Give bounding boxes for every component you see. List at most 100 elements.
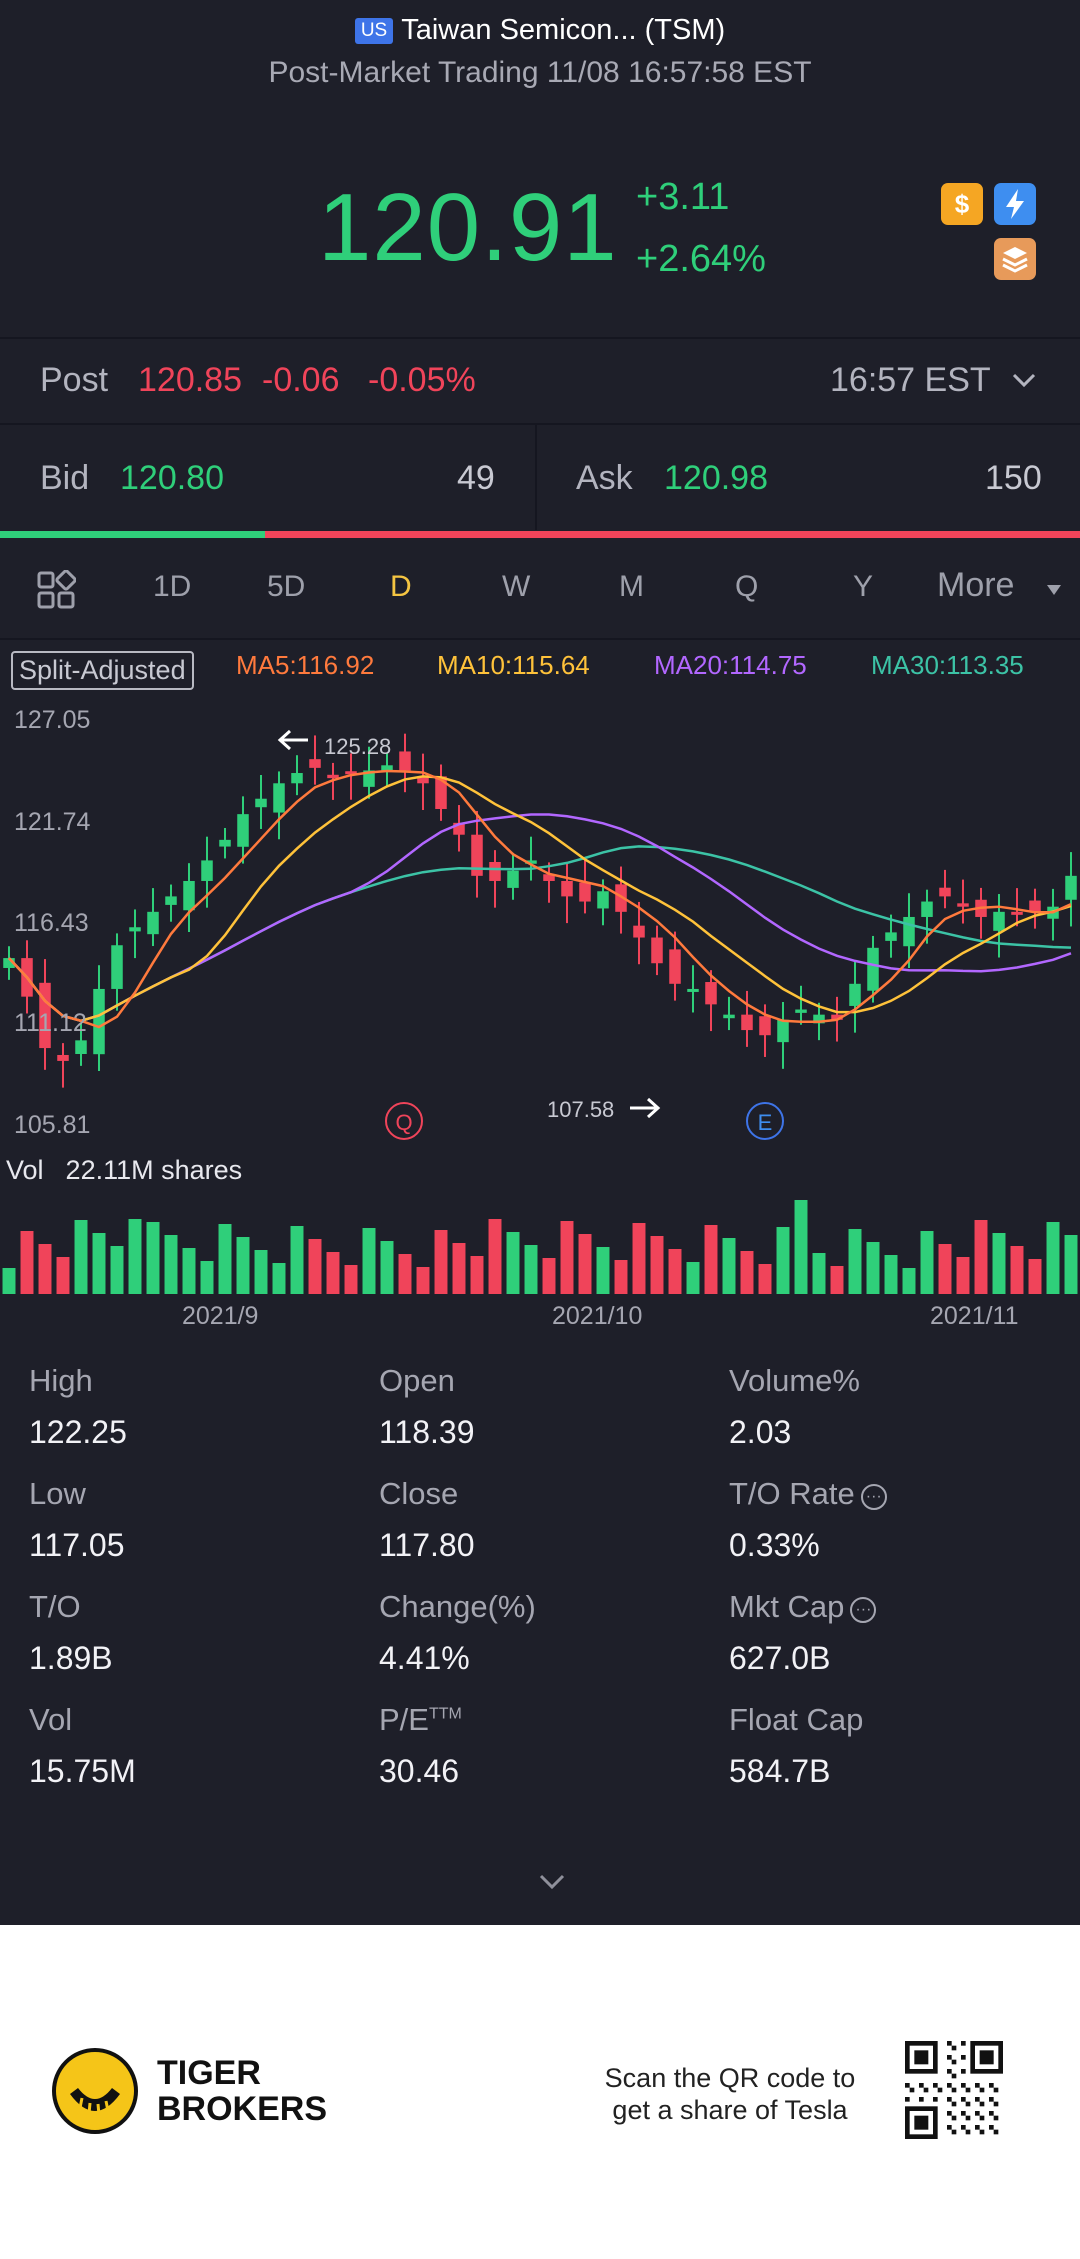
grid-icon[interactable]: [36, 570, 76, 610]
expand-chevron-icon[interactable]: [537, 1872, 567, 1892]
stock-name: Taiwan Semicon... (TSM): [401, 14, 726, 46]
candle-body: [615, 884, 627, 912]
stat-low-value: 117.05: [29, 1527, 125, 1563]
volume-bar: [668, 1249, 682, 1294]
ask-label: Ask: [576, 459, 633, 497]
qr-code-icon: [905, 2041, 1003, 2139]
earnings-quarter-marker[interactable]: Q: [385, 1102, 423, 1140]
candle-body: [453, 822, 465, 835]
ma10-line: [8, 775, 1072, 1023]
candlestick-chart[interactable]: [0, 690, 1080, 1160]
candle-body: [291, 773, 303, 784]
volume-bar: [578, 1234, 592, 1294]
volume-bar: [92, 1233, 106, 1294]
volume-bar: [758, 1264, 772, 1294]
tab-q[interactable]: Q: [735, 570, 759, 603]
chevron-down-icon[interactable]: [1010, 370, 1038, 390]
volume-bar: [938, 1244, 952, 1294]
volume-bar: [884, 1255, 898, 1294]
tab-d[interactable]: D: [390, 570, 412, 603]
volume-bar: [902, 1268, 916, 1294]
candle-body: [921, 901, 933, 917]
candle-body: [831, 1014, 843, 1020]
price-change: +3.11: [636, 176, 730, 218]
market-badge: US: [354, 18, 394, 44]
volume-bar: [308, 1239, 322, 1294]
low-annotation: 107.58: [547, 1097, 615, 1122]
candle-body: [525, 860, 537, 864]
candle-body: [759, 1016, 771, 1036]
volume-bar: [398, 1254, 412, 1294]
volume-bar: [416, 1267, 430, 1294]
volume-bar: [920, 1231, 934, 1294]
volume-bar: [146, 1222, 160, 1294]
candle-body: [201, 860, 213, 881]
event-marker[interactable]: E: [746, 1102, 784, 1140]
tab-5d[interactable]: 5D: [267, 570, 306, 603]
stat-change-label: Change(%): [379, 1589, 536, 1624]
volume-bar: [1046, 1222, 1060, 1294]
promo-footer: TIGER BROKERS Scan the QR code to get a …: [0, 1925, 1080, 2259]
more-info-icon[interactable]: ···: [860, 1484, 887, 1510]
y-axis-label-bottom: 105.81: [14, 1111, 91, 1139]
candle-body: [543, 874, 555, 881]
post-time[interactable]: 16:57 EST: [830, 361, 991, 399]
bid-ask-ratio-bar: [0, 531, 1080, 538]
bid-ask-divider: [535, 424, 537, 530]
dollar-icon[interactable]: $: [941, 183, 983, 225]
volume-bar: [290, 1226, 304, 1294]
post-price: 120.85: [138, 361, 242, 399]
candle-body: [309, 759, 321, 768]
volume-bar: [992, 1233, 1006, 1294]
volume-value: 22.11M shares: [65, 1155, 243, 1185]
tab-1d[interactable]: 1D: [153, 570, 192, 603]
tab-y[interactable]: Y: [853, 570, 874, 603]
caret-down-icon[interactable]: [1045, 583, 1063, 597]
volume-bar: [1064, 1235, 1078, 1294]
lightning-icon[interactable]: [994, 183, 1036, 225]
volume-bar: [452, 1243, 466, 1294]
volume-chart: [2, 1200, 1078, 1294]
volume-bar: [164, 1235, 178, 1294]
split-adjusted-toggle[interactable]: Split-Adjusted: [11, 651, 194, 690]
candle-body: [813, 1014, 825, 1024]
layers-icon[interactable]: [994, 238, 1036, 280]
candle-body: [687, 988, 699, 992]
candle-body: [147, 911, 159, 935]
stat-open-value: 118.39: [379, 1414, 475, 1450]
ma20-value: MA20:114.75: [654, 650, 807, 680]
candle-body: [75, 1040, 87, 1054]
candle-body: [741, 1014, 753, 1031]
candle-body: [435, 776, 447, 809]
tab-more[interactable]: More: [937, 566, 1015, 604]
volume-bar: [110, 1246, 124, 1294]
tab-m[interactable]: M: [619, 570, 644, 603]
volume-bar: [128, 1219, 142, 1294]
candle-body: [795, 1009, 807, 1013]
volume-bar: [596, 1247, 610, 1294]
volume-bar: [488, 1219, 502, 1294]
stat-pe-value: 30.46: [379, 1753, 460, 1789]
stat-pe-label: P/ETTM: [379, 1702, 462, 1737]
volume-bar: [344, 1265, 358, 1294]
divider: [0, 638, 1080, 640]
volume-bar: [632, 1223, 646, 1294]
stat-close-value: 117.80: [379, 1527, 475, 1563]
post-change: -0.06: [262, 361, 340, 399]
volume-bar: [812, 1253, 826, 1294]
more-info-icon[interactable]: ···: [850, 1597, 877, 1623]
candle-body: [561, 880, 573, 897]
tab-w[interactable]: W: [502, 570, 531, 603]
price-change-percent: +2.64%: [636, 238, 766, 280]
high-annotation: 125.28: [324, 734, 392, 759]
bid-size: 49: [457, 459, 495, 497]
volume-bar: [740, 1251, 754, 1294]
volume-bar: [56, 1257, 70, 1294]
candle-body: [273, 783, 285, 813]
candle-body: [39, 982, 51, 1049]
stat-turnover-rate-value: 0.33%: [729, 1527, 820, 1563]
volume-bar: [650, 1236, 664, 1294]
volume-bar: [2, 1268, 16, 1294]
ask-price: 120.98: [664, 459, 768, 497]
candle-body: [1011, 911, 1023, 915]
